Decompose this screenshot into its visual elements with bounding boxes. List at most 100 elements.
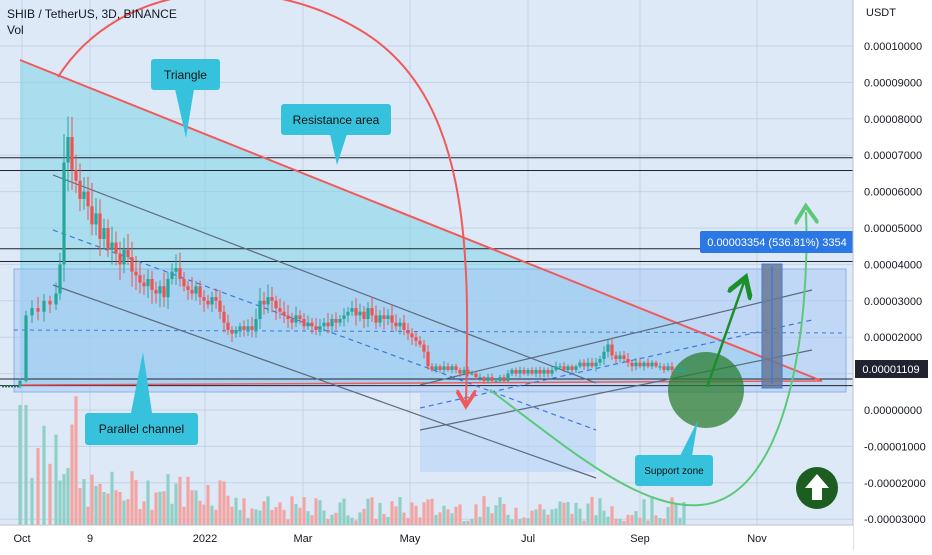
candle-body [230, 329, 234, 334]
candle-body [406, 329, 410, 334]
quote-currency: USDT [866, 7, 896, 19]
volume-bar [150, 509, 154, 525]
candle-body [24, 315, 28, 381]
volume-bar [346, 515, 350, 525]
candle-body [394, 322, 398, 327]
volume-bar [402, 512, 406, 525]
candle-body [326, 322, 330, 327]
callout-resistance: Resistance area [281, 104, 391, 165]
candle-body [290, 319, 294, 323]
volume-bar [626, 514, 630, 525]
volume-bar [110, 471, 114, 525]
volume-bar [118, 491, 122, 525]
volume-bar [610, 506, 614, 525]
candle-body [322, 322, 326, 327]
candle-body [198, 286, 202, 298]
volume-bar [138, 509, 142, 525]
candle-body [154, 289, 158, 294]
candle-body [494, 380, 498, 383]
candle-body [614, 355, 618, 360]
candle-body [386, 315, 390, 319]
volume-bar [482, 496, 486, 525]
volume-bar [674, 504, 678, 525]
volume-bar [458, 504, 462, 525]
price-tick-label: 0.00008000 [864, 114, 922, 126]
volume-bar [578, 508, 582, 525]
volume-bar [642, 499, 646, 525]
triangle-upper-line [19, 59, 823, 382]
projection-arrow [705, 282, 744, 388]
candle-body [478, 377, 482, 379]
volume-bar [534, 509, 538, 525]
candle-body [458, 369, 462, 374]
cup-arc-red [57, 0, 467, 402]
volume-bar [538, 504, 542, 525]
candle-body [150, 278, 154, 290]
price-tick-label: 0.00003000 [864, 296, 922, 308]
volume-bar [434, 514, 438, 525]
volume-bar [386, 517, 390, 525]
volume-bar [490, 513, 494, 525]
volume-bar [598, 498, 602, 525]
candle-body [2, 385, 4, 388]
candle-body [18, 380, 22, 387]
candle-body [442, 366, 446, 370]
candle-body [74, 169, 78, 181]
volume-bar [102, 491, 106, 525]
volume-bar [406, 517, 410, 525]
candle-body [338, 319, 342, 323]
volume-bar [422, 502, 426, 525]
volume-bar [106, 493, 110, 525]
volume-bar [66, 467, 70, 525]
volume-bar [166, 474, 170, 525]
rising-channel-mid [419, 319, 813, 409]
candle-body [146, 278, 150, 287]
volume-bar [410, 502, 414, 525]
volume-bar [226, 495, 230, 525]
candle-body [222, 311, 226, 323]
time-tick-label: Mar [294, 533, 313, 545]
candle-body [382, 315, 386, 319]
volume-bar [262, 501, 266, 525]
volume-bar [638, 517, 642, 525]
volume-bar [654, 515, 658, 525]
candle-body [434, 366, 438, 370]
volume-bar [58, 480, 62, 525]
volume-bar [646, 520, 650, 525]
candle-body [14, 385, 16, 388]
volume-bar [182, 506, 186, 525]
volume-bar [582, 520, 586, 525]
candle-body [606, 344, 610, 352]
volume-bar [498, 497, 502, 525]
volume-bar [186, 476, 190, 525]
volume-bar [506, 514, 510, 525]
candle-body [482, 377, 486, 381]
candle-body [618, 355, 622, 360]
volume-bar [454, 506, 458, 525]
volume-bar [178, 476, 182, 525]
candle-body [48, 300, 52, 305]
volume-bar [630, 514, 634, 525]
candle-body [342, 315, 346, 319]
price-tick-label: 0.00009000 [864, 77, 922, 89]
candle-body [590, 362, 594, 367]
candle-body [334, 319, 338, 323]
volume-bar [114, 490, 118, 525]
price-axis[interactable]: USDT [852, 0, 932, 550]
volume-bar [442, 505, 446, 525]
volume-bar [670, 497, 674, 525]
time-axis[interactable] [0, 524, 853, 550]
candle-body [210, 297, 214, 305]
candle-body [118, 253, 122, 265]
candle-body [8, 385, 10, 388]
volume-bar [562, 502, 566, 525]
candle-body [538, 369, 542, 374]
volume-bar [466, 520, 470, 525]
candle-body [586, 362, 590, 367]
volume-legend: Vol [7, 23, 24, 37]
candle-body [36, 308, 40, 312]
candle-body [102, 228, 106, 239]
candle-body [314, 326, 318, 330]
